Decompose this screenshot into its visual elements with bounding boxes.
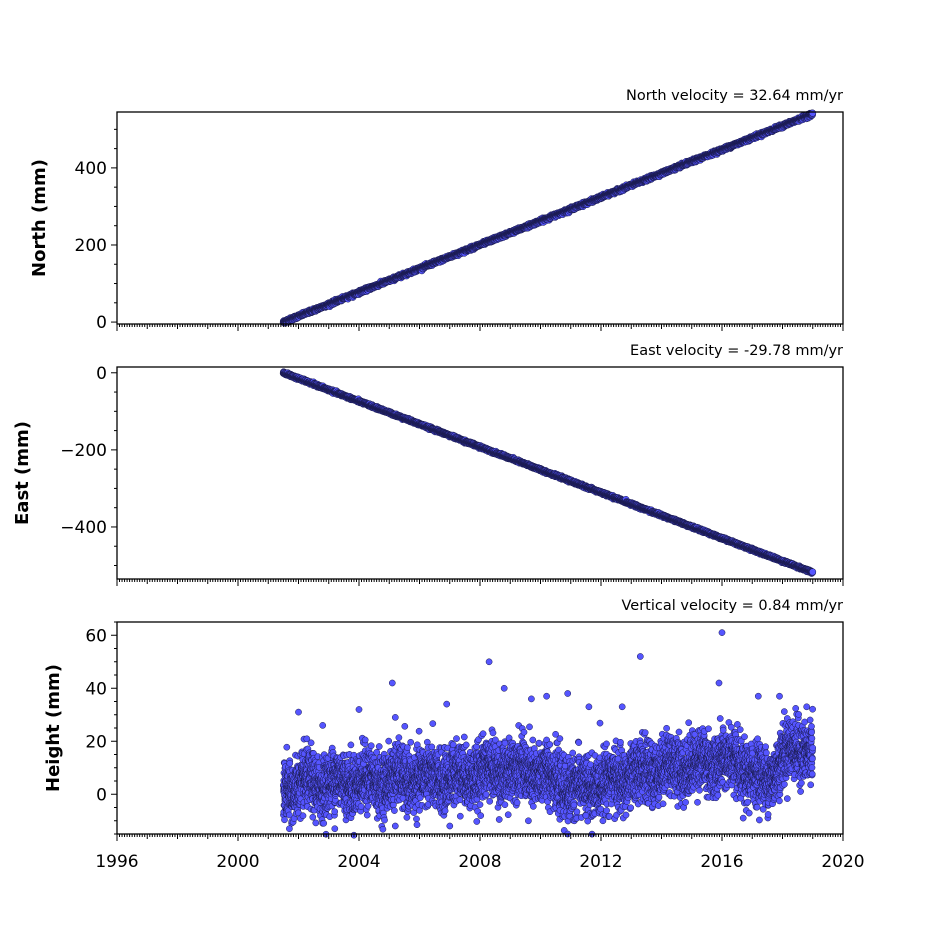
north-yticks: 0 200 400 bbox=[75, 128, 117, 333]
east-axis-label: East (mm) bbox=[12, 421, 33, 525]
north-axis-label: North (mm) bbox=[29, 159, 50, 277]
east-points bbox=[279, 368, 817, 577]
north-ytick-label: 200 bbox=[75, 236, 107, 256]
north-points bbox=[279, 109, 817, 327]
north-data-point bbox=[809, 109, 817, 117]
north-velocity-title: North velocity = 32.64 mm/yr bbox=[626, 88, 843, 104]
north-ytick-label: 0 bbox=[96, 313, 107, 333]
east-panel: East velocity = -29.78 mm/yr East (mm) 0… bbox=[12, 343, 844, 586]
north-ytick-label: 400 bbox=[75, 159, 107, 179]
north-xticks bbox=[116, 324, 844, 331]
east-velocity-title: East velocity = -29.78 mm/yr bbox=[630, 343, 843, 359]
north-panel: North velocity = 32.64 mm/yr North (mm) … bbox=[29, 88, 844, 333]
